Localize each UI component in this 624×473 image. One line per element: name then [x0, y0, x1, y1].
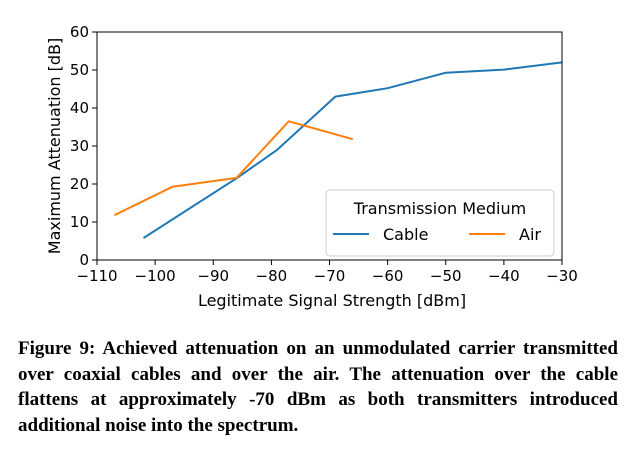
figure-caption: Figure 9: Achieved attenuation on an unm…: [18, 338, 618, 436]
y-axis-title: Maximum Attenuation [dB]: [45, 38, 64, 254]
plot-series-group: [113, 61, 563, 239]
series-line-air: [113, 120, 354, 217]
x-tick-label: −30: [546, 267, 578, 285]
y-tick-label: 20: [70, 175, 89, 193]
legend-frame: [325, 189, 555, 257]
legend-label-cable: Cable: [383, 225, 428, 244]
y-tick-label: 10: [70, 213, 89, 231]
legend-label-air: Air: [519, 225, 541, 244]
x-tick-label: −110: [76, 267, 117, 285]
y-tick-label: 40: [70, 99, 89, 117]
x-axis: −110 −100 −90 −80 −70 −60 −50 −40 −30: [76, 260, 578, 285]
y-tick-label: 30: [70, 137, 89, 155]
y-tick-label: 0: [79, 251, 89, 269]
y-tick-label: 50: [70, 61, 89, 79]
plot-frame: [96, 31, 563, 261]
legend-title: Transmission Medium: [353, 199, 526, 218]
attenuation-chart: 0 10 20 30 40 50 60 −110 −100 −90 −80 −70 −60 −50 −40…: [45, 23, 578, 310]
series-line-cable: [142, 61, 563, 239]
x-tick-label: −90: [197, 267, 229, 285]
x-tick-label: −100: [135, 267, 176, 285]
legend: Transmission Medium Cable Air: [325, 189, 555, 257]
x-tick-label: −50: [430, 267, 462, 285]
x-tick-label: −40: [488, 267, 520, 285]
y-axis: 0 10 20 30 40 50 60: [70, 23, 97, 269]
x-tick-label: −80: [256, 267, 288, 285]
x-tick-label: −60: [372, 267, 404, 285]
x-tick-label: −70: [314, 267, 346, 285]
x-axis-title: Legitimate Signal Strength [dBm]: [198, 291, 466, 310]
y-tick-label: 60: [70, 23, 89, 41]
